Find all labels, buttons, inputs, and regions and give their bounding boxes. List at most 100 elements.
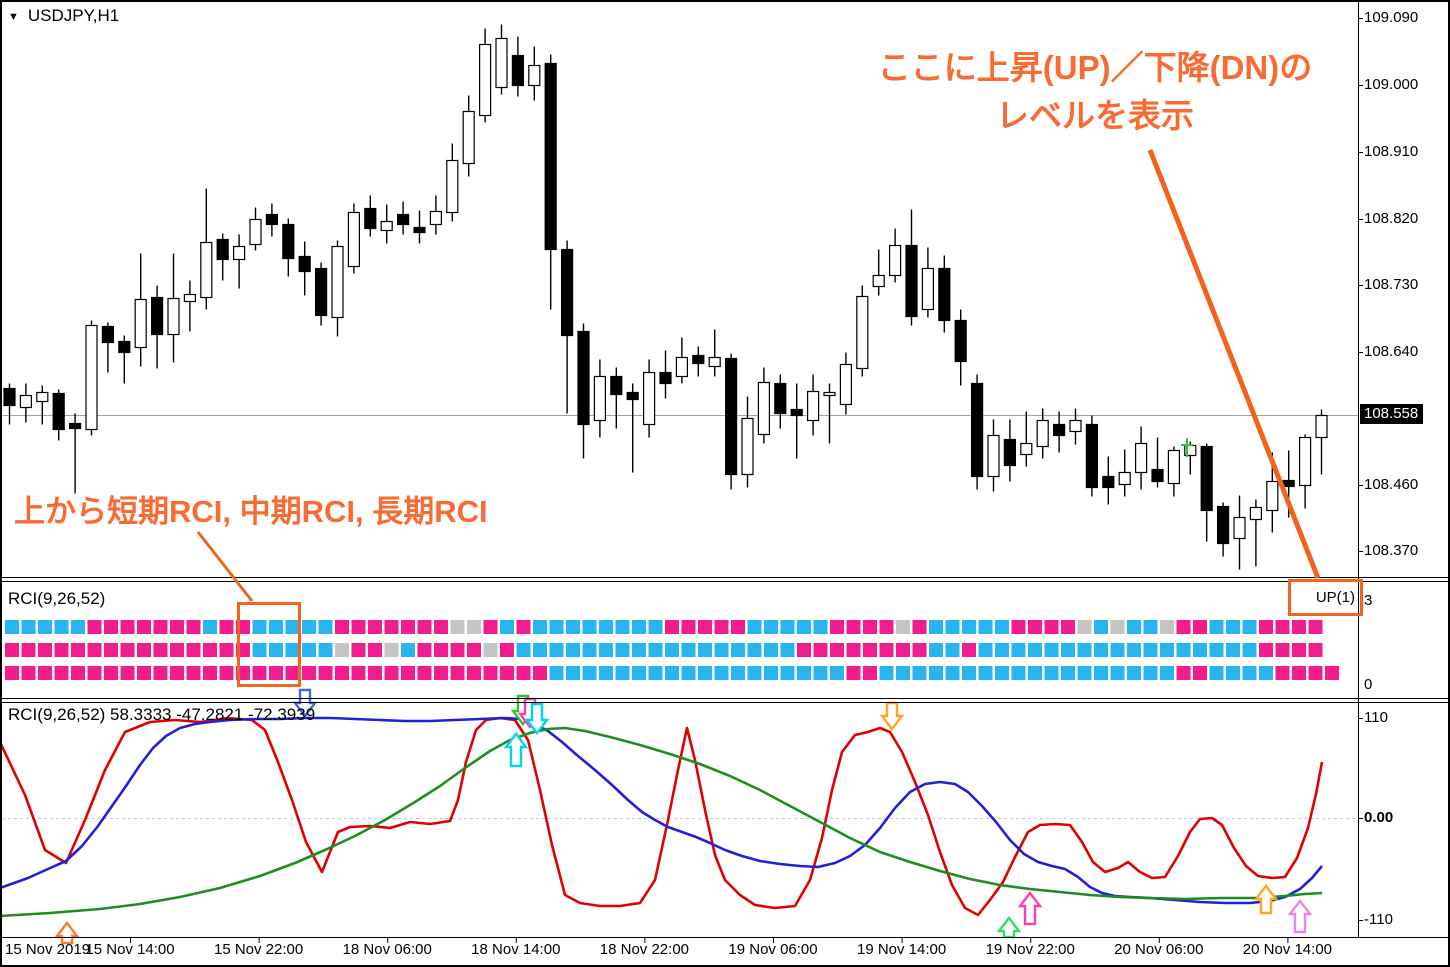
current-price-badge: 108.558 [1360,404,1424,424]
candle-body [331,245,344,319]
candle-body [216,238,229,261]
rci-square [978,643,993,657]
candle-body [1036,419,1049,448]
signal-arrow-up-icon [503,732,529,768]
rci-square [962,643,976,657]
rci-square [731,620,745,634]
rci-square [434,666,448,680]
rci-square [714,620,729,634]
rci-square [269,643,283,657]
time-axis-label: 15 Nov 22:00 [213,941,304,958]
rci-square [1028,620,1042,634]
candle-body [1282,479,1295,488]
rci-square [582,643,597,657]
rci-square [1325,666,1339,680]
axis-value-label: 108.910 [1364,143,1419,160]
rci-square [87,620,102,634]
rci-square [434,643,448,657]
candle-body [233,245,246,261]
rci-square [945,643,960,657]
candle-body [1298,436,1312,487]
rci-square [698,620,712,634]
rci-square [566,643,580,657]
rci-square [71,666,85,680]
annotation-up-dn-line1: ここに上昇(UP)／下降(DN)の [877,49,1313,86]
rci-square [1209,620,1224,634]
axis-value-label: 108.820 [1364,210,1419,227]
rci-square [54,620,69,634]
rci-square [1226,643,1240,657]
rci-square [1061,666,1075,680]
candle-body [265,213,278,226]
signal-arrow-up-icon [1017,891,1043,926]
candle-body [1216,505,1230,545]
rci-square [137,643,151,657]
candle-body [495,37,508,89]
rci-square [203,643,217,657]
rci-square [1011,666,1026,680]
rci-square [846,643,861,657]
candle-body [757,381,771,436]
rci-square [170,643,184,657]
rci-square [1127,666,1141,680]
rci-square [1094,666,1108,680]
chevron-down-icon[interactable]: ▼ [8,11,19,23]
rci-square [995,643,1009,657]
rci-square [632,666,646,680]
candle-body [659,371,672,385]
rci-square [1308,620,1323,634]
candle-body [806,390,820,422]
signal-arrow-up-icon [996,916,1022,939]
rci-square [71,620,85,634]
annotation-up-dn-levels: ここに上昇(UP)／下降(DN)の レベルを表示 [845,44,1345,140]
candle-body [1085,423,1099,489]
rci-square [137,666,151,680]
candle-body [856,295,869,370]
time-axis-label: 20 Nov 14:00 [1242,941,1333,958]
candle-body [642,371,656,426]
rci-square [1160,643,1174,657]
rci-square [483,620,498,634]
candle-body [52,392,65,431]
signal-arrow-down-icon [524,702,550,735]
candle-body [872,274,885,288]
rci-square [21,643,36,657]
rci-square [5,643,19,657]
rci-square [1160,620,1174,634]
rci-square [879,620,894,634]
annotation-up-dn-line2: レベルを表示 [996,96,1194,134]
rci-square [335,643,349,657]
symbol-selector[interactable]: ▼ USDJPY,H1 [8,6,119,26]
rci-square [318,666,333,680]
rci-square [731,643,745,657]
rci-square [516,620,531,634]
axis-value-label: 0.00 [1364,809,1394,826]
rci-square [1193,643,1207,657]
rci-square [1226,666,1240,680]
rci-square [120,643,135,657]
rci-square [846,620,861,634]
axis-value-label: 108.460 [1364,476,1419,493]
rci-square [285,643,300,657]
rci-square [929,666,943,680]
candle-body [397,213,410,226]
rci-square [1259,620,1273,634]
rci-square [1209,666,1224,680]
axis-value-label: -110 [1364,911,1393,928]
rci-square [252,643,267,657]
rci-square [120,666,135,680]
rci-square [1259,666,1273,680]
rci-square [170,620,184,634]
rci-square [863,666,877,680]
rci-square [797,620,811,634]
rci-square [1259,643,1273,657]
rci-square [516,643,531,657]
rci-square [648,620,663,634]
rci-square [896,620,910,634]
rci-square [351,620,366,634]
signal-arrow-down-icon [879,701,905,731]
candle-body [1167,449,1181,485]
rci-square [401,666,415,680]
